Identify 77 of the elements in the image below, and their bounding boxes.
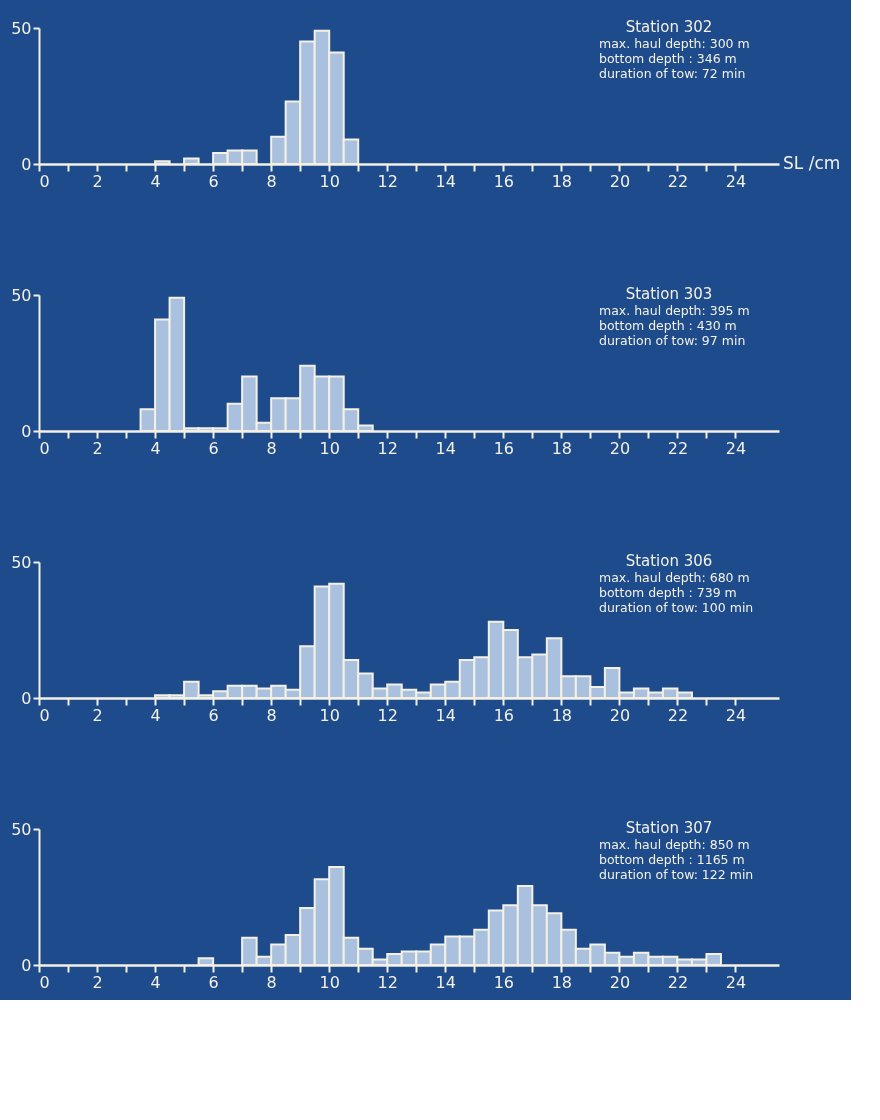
x-tick-label: 8 [266, 705, 277, 725]
y-tick-label: 50 [11, 285, 32, 305]
x-tick-label: 16 [493, 972, 514, 992]
y-tick-label: 50 [11, 18, 32, 38]
x-tick-label: 20 [609, 171, 631, 191]
x-tick-label: 0 [39, 972, 50, 992]
x-tick-label: 2 [92, 705, 103, 725]
x-tick-label: 8 [266, 171, 277, 191]
x-axis-title: SL /cm [783, 153, 841, 173]
y-tick-label: 50 [11, 819, 32, 839]
x-tick-label: 4 [150, 171, 161, 191]
x-tick-label: 10 [319, 171, 340, 191]
x-tick-label: 6 [208, 972, 219, 992]
x-tick-label: 18 [551, 972, 573, 992]
x-tick-label: 16 [493, 705, 514, 725]
annotation: Station 302 [625, 18, 713, 36]
y-tick-label: 0 [21, 154, 32, 174]
x-tick-label: 12 [377, 972, 398, 992]
y-tick-label: 0 [21, 421, 32, 441]
annotation: max. haul depth: 395 m [599, 303, 750, 318]
x-tick-label: 6 [208, 705, 219, 725]
x-tick-label: 4 [150, 438, 161, 458]
x-tick-label: 24 [725, 171, 747, 191]
x-tick-label: 2 [92, 438, 103, 458]
x-tick-label: 20 [609, 438, 631, 458]
x-tick-label: 14 [435, 438, 456, 458]
x-tick-label: 22 [667, 972, 689, 992]
x-tick-label: 14 [435, 972, 456, 992]
x-tick-label: 20 [609, 705, 631, 725]
annotation: duration of tow: 122 min [599, 867, 754, 882]
x-tick-label: 18 [551, 705, 573, 725]
x-tick-label: 6 [208, 171, 219, 191]
annotation: Station 306 [625, 552, 713, 570]
x-tick-label: 22 [667, 438, 689, 458]
x-tick-label: 10 [319, 972, 340, 992]
annotation: max. haul depth: 850 m [599, 837, 750, 852]
x-tick-label: 22 [667, 171, 689, 191]
x-tick-label: 14 [435, 171, 456, 191]
annotation: max. haul depth: 300 m [599, 36, 750, 51]
annotation: duration of tow: 72 min [599, 66, 746, 81]
y-tick-label: 0 [21, 688, 32, 708]
x-tick-label: 0 [39, 705, 50, 725]
annotation: Station 307 [625, 819, 713, 837]
x-tick-label: 12 [377, 438, 398, 458]
annotation: bottom depth : 346 m [599, 51, 737, 66]
annotation: Station 303 [625, 285, 713, 303]
x-tick-label: 18 [551, 171, 573, 191]
x-tick-label: 16 [493, 171, 514, 191]
annotation: duration of tow: 97 min [599, 333, 746, 348]
x-tick-label: 2 [92, 972, 103, 992]
x-tick-label: 22 [667, 705, 689, 725]
y-tick-label: 0 [21, 955, 32, 975]
x-tick-label: 10 [319, 438, 340, 458]
x-tick-label: 0 [39, 171, 50, 191]
x-tick-label: 8 [266, 438, 277, 458]
x-tick-label: 16 [493, 438, 514, 458]
annotation: max. haul depth: 680 m [599, 570, 750, 585]
x-tick-label: 12 [377, 171, 398, 191]
x-tick-label: 24 [725, 705, 747, 725]
x-tick-label: 8 [266, 972, 277, 992]
y-tick-label: 50 [11, 552, 32, 572]
x-tick-label: 24 [725, 438, 747, 458]
annotation: bottom depth : 430 m [599, 318, 737, 333]
x-tick-label: 10 [319, 705, 340, 725]
annotation: bottom depth : 1165 m [599, 852, 745, 867]
x-tick-label: 4 [150, 705, 161, 725]
x-tick-label: 4 [150, 972, 161, 992]
x-tick-label: 18 [551, 438, 573, 458]
x-tick-label: 2 [92, 171, 103, 191]
x-tick-label: 12 [377, 705, 398, 725]
annotation: bottom depth : 739 m [599, 585, 737, 600]
x-tick-label: 20 [609, 972, 631, 992]
x-tick-label: 14 [435, 705, 456, 725]
x-tick-label: 24 [725, 972, 747, 992]
annotation: duration of tow: 100 min [599, 600, 754, 615]
x-tick-label: 6 [208, 438, 219, 458]
x-tick-label: 0 [39, 438, 50, 458]
